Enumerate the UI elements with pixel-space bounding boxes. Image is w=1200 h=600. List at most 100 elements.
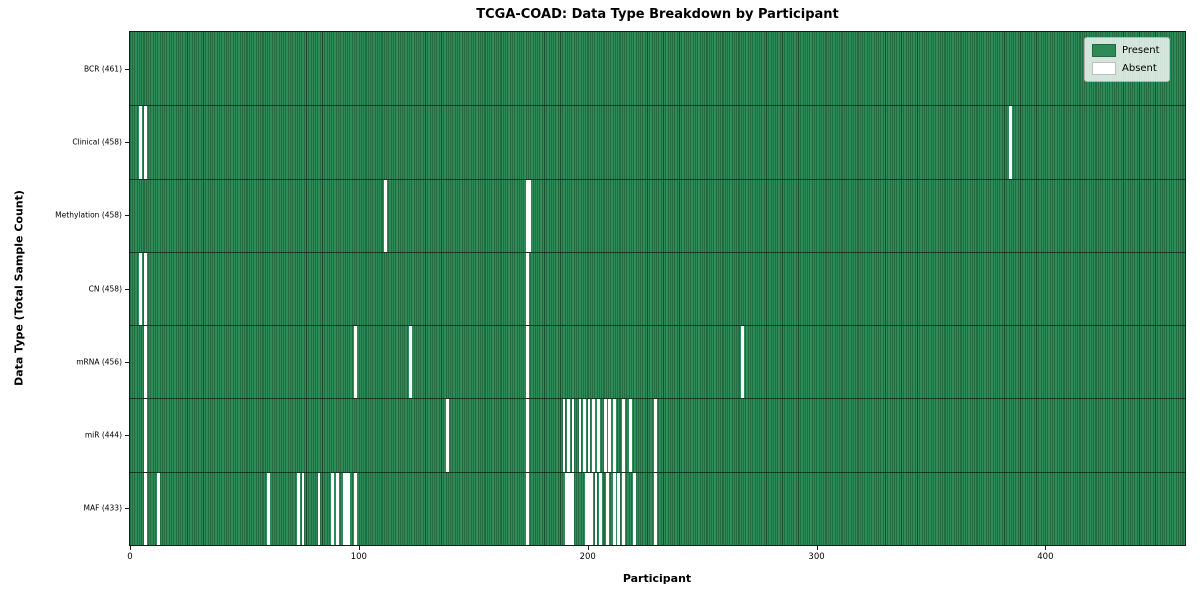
absent-mark <box>1008 106 1012 179</box>
absent-mark <box>599 472 602 545</box>
row-MAF <box>130 471 1185 545</box>
absent-mark <box>571 399 575 472</box>
absent-mark <box>297 472 300 545</box>
absent-mark <box>317 472 321 545</box>
x-tick-mark <box>587 546 589 550</box>
absent-mark <box>267 472 271 545</box>
absent-mark <box>301 472 305 545</box>
row-miR <box>130 398 1185 472</box>
absent-mark <box>143 326 147 399</box>
absent-mark <box>157 472 161 545</box>
absent-mark <box>525 326 529 399</box>
x-tick-label-0: 0 <box>127 552 133 562</box>
y-tick-label-mRNA: mRNA (456) <box>76 357 122 367</box>
y-tick-label-Methylation: Methylation (458) <box>55 210 122 220</box>
legend-item-present: Present <box>1092 44 1160 57</box>
x-tick-label-200: 200 <box>579 552 596 562</box>
row-mRNA <box>130 325 1185 399</box>
x-tick-mark <box>816 546 818 550</box>
absent-mark <box>345 472 348 545</box>
absent-mark <box>567 472 570 545</box>
legend-item-absent: Absent <box>1092 62 1160 75</box>
absent-mark <box>143 472 147 545</box>
absent-mark <box>564 472 568 545</box>
legend: Present Absent <box>1084 37 1170 82</box>
absent-mark <box>612 399 616 472</box>
x-tick-label-300: 300 <box>808 552 825 562</box>
chart-title: TCGA-COAD: Data Type Breakdown by Partic… <box>476 7 839 22</box>
row-BCR <box>130 32 1185 106</box>
absent-mark <box>525 252 529 326</box>
absent-mark <box>583 399 586 472</box>
absent-mark <box>409 326 412 399</box>
legend-label-absent: Absent <box>1122 63 1157 74</box>
absent-mark <box>335 472 339 545</box>
y-axis-label: Data Type (Total Sample Count) <box>12 190 26 386</box>
absent-mark <box>354 326 358 399</box>
y-tick-mark <box>125 141 129 143</box>
absent-mark <box>612 472 616 545</box>
absent-mark <box>592 399 596 472</box>
row-CN <box>130 251 1185 326</box>
absent-mark <box>654 399 657 472</box>
absent-mark <box>589 472 593 545</box>
y-tick-label-CN: CN (458) <box>88 284 122 293</box>
absent-mark <box>562 399 566 472</box>
absent-mark <box>622 472 625 545</box>
absent-mark <box>617 472 621 545</box>
y-tick-mark <box>125 508 129 510</box>
absent-mark <box>139 252 142 326</box>
absent-mark <box>571 472 575 545</box>
absent-mark <box>525 399 529 472</box>
absent-mark <box>342 472 346 545</box>
x-tick-mark <box>358 546 360 550</box>
absent-mark <box>587 472 591 545</box>
absent-mark <box>525 179 529 252</box>
row-Clinical <box>130 105 1185 179</box>
absent-mark <box>654 472 657 545</box>
y-tick-label-BCR: BCR (461) <box>83 64 122 74</box>
x-tick-label-400: 400 <box>1037 552 1054 562</box>
y-tick-label-miR: miR (444) <box>84 430 122 440</box>
absent-mark <box>741 326 744 399</box>
y-tick-mark <box>125 435 129 437</box>
absent-mark <box>587 399 591 472</box>
y-tick-mark <box>125 68 129 70</box>
absent-mark <box>567 399 570 472</box>
present-swatch <box>1092 44 1116 57</box>
absent-mark <box>354 472 358 545</box>
absent-mark <box>596 399 600 472</box>
x-tick-label-100: 100 <box>350 552 367 562</box>
y-tick-mark <box>125 215 129 217</box>
y-tick-label-MAF: MAF (433) <box>83 503 122 513</box>
absent-mark <box>594 472 598 545</box>
plot-area <box>129 31 1186 546</box>
absent-mark <box>143 106 147 179</box>
absent-mark <box>585 472 589 545</box>
absent-mark <box>569 472 573 545</box>
y-tick-label-Clinical: Clinical (458) <box>72 137 122 147</box>
absent-mark <box>331 472 335 545</box>
absent-mark <box>603 399 607 472</box>
absent-mark <box>143 252 147 326</box>
absent-mark <box>525 472 529 545</box>
absent-mark <box>528 179 531 252</box>
absent-mark <box>384 179 387 252</box>
absent-mark <box>633 472 637 545</box>
absent-mark <box>606 472 609 545</box>
legend-label-present: Present <box>1122 45 1160 56</box>
y-tick-mark <box>125 288 129 290</box>
absent-mark <box>578 399 582 472</box>
absent-mark <box>139 106 142 179</box>
x-tick-mark <box>130 546 131 550</box>
y-tick-mark <box>125 361 129 363</box>
absent-mark <box>608 399 612 472</box>
absent-mark <box>445 399 449 472</box>
absent-mark <box>628 399 632 472</box>
absent-swatch <box>1092 62 1116 75</box>
row-Methylation <box>130 178 1185 252</box>
absent-mark <box>622 399 625 472</box>
absent-mark <box>347 472 351 545</box>
x-tick-mark <box>1045 546 1047 550</box>
